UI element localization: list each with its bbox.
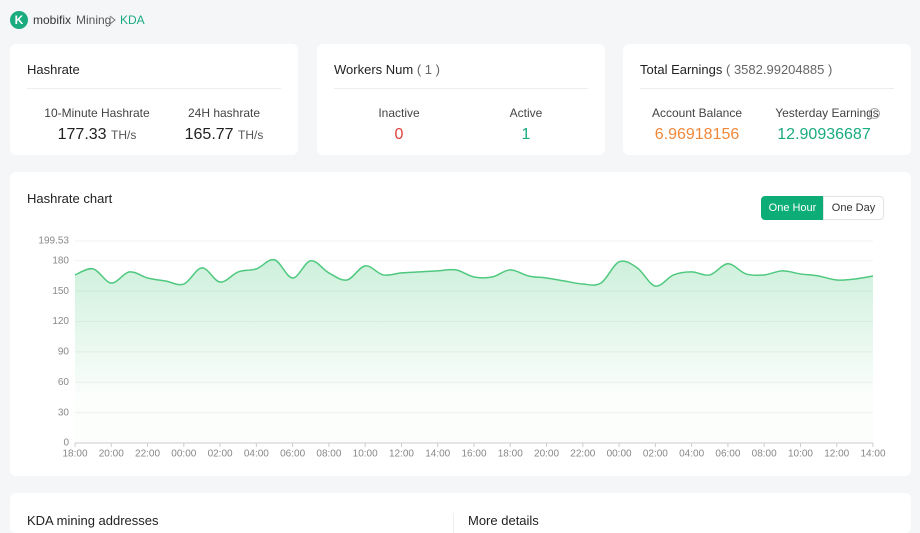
hashrate-card: Hashrate 10-Minute Hashrate 177.33 TH/s … (10, 44, 298, 155)
stat-value: 12.90936687 (777, 126, 871, 143)
section-title: More details (468, 513, 539, 528)
value: 177.33 (57, 126, 107, 143)
card-title: Workers Num ( 1 ) (334, 62, 440, 77)
section-title: KDA mining addresses (27, 513, 159, 528)
stat-label: 24H hashrate (187, 106, 261, 120)
earnings-card: Total Earnings ( 3582.99204885 ) Account… (623, 44, 911, 155)
one-hour-button[interactable]: One Hour (761, 196, 824, 220)
value: 165.77 (184, 126, 234, 143)
title: Workers Num (334, 62, 414, 77)
title: Total Earnings (640, 62, 723, 77)
one-day-button[interactable]: One Day (823, 196, 884, 220)
info-icon[interactable]: i (869, 108, 880, 119)
stat-label: Account Balance (651, 106, 743, 120)
separator (27, 88, 281, 89)
stat-value: 0 (394, 126, 404, 143)
unit: TH/s (111, 128, 137, 142)
bottom-card: KDA mining addresses More details (10, 493, 911, 533)
stat-value: 6.96918156 (654, 126, 740, 143)
card-title: Hashrate (27, 62, 80, 77)
brand: mobifix (33, 13, 72, 27)
divider (453, 513, 454, 533)
separator (640, 88, 894, 89)
stat-label: Yesterday Earnings (775, 106, 879, 120)
stat-value: 1 (521, 126, 531, 143)
workers-card: Workers Num ( 1 ) Inactive 0 Active 1 (317, 44, 605, 155)
count: ( 1 ) (416, 62, 440, 77)
separator (334, 88, 588, 89)
page: K mobifix Mining KDA Hashrate 10-Minute … (10, 11, 911, 533)
card-title: Hashrate chart (27, 191, 113, 206)
stat-label: Active (509, 106, 543, 120)
chevron (109, 15, 116, 25)
card-title: Total Earnings ( 3582.99204885 ) (640, 62, 832, 77)
stat-value: 177.33 TH/s (17, 126, 177, 144)
stat-value: 165.77 TH/s (144, 126, 304, 144)
logo: K (10, 11, 28, 29)
breadcrumb-item[interactable]: Mining (76, 13, 112, 27)
stat-label: 10-Minute Hashrate (44, 106, 150, 120)
chart-card: Hashrate chart One Hour One Day (10, 172, 911, 476)
stat-label: Inactive (378, 106, 420, 120)
unit: TH/s (238, 128, 264, 142)
total: ( 3582.99204885 ) (726, 62, 833, 77)
breadcrumb-current: KDA (120, 13, 145, 27)
